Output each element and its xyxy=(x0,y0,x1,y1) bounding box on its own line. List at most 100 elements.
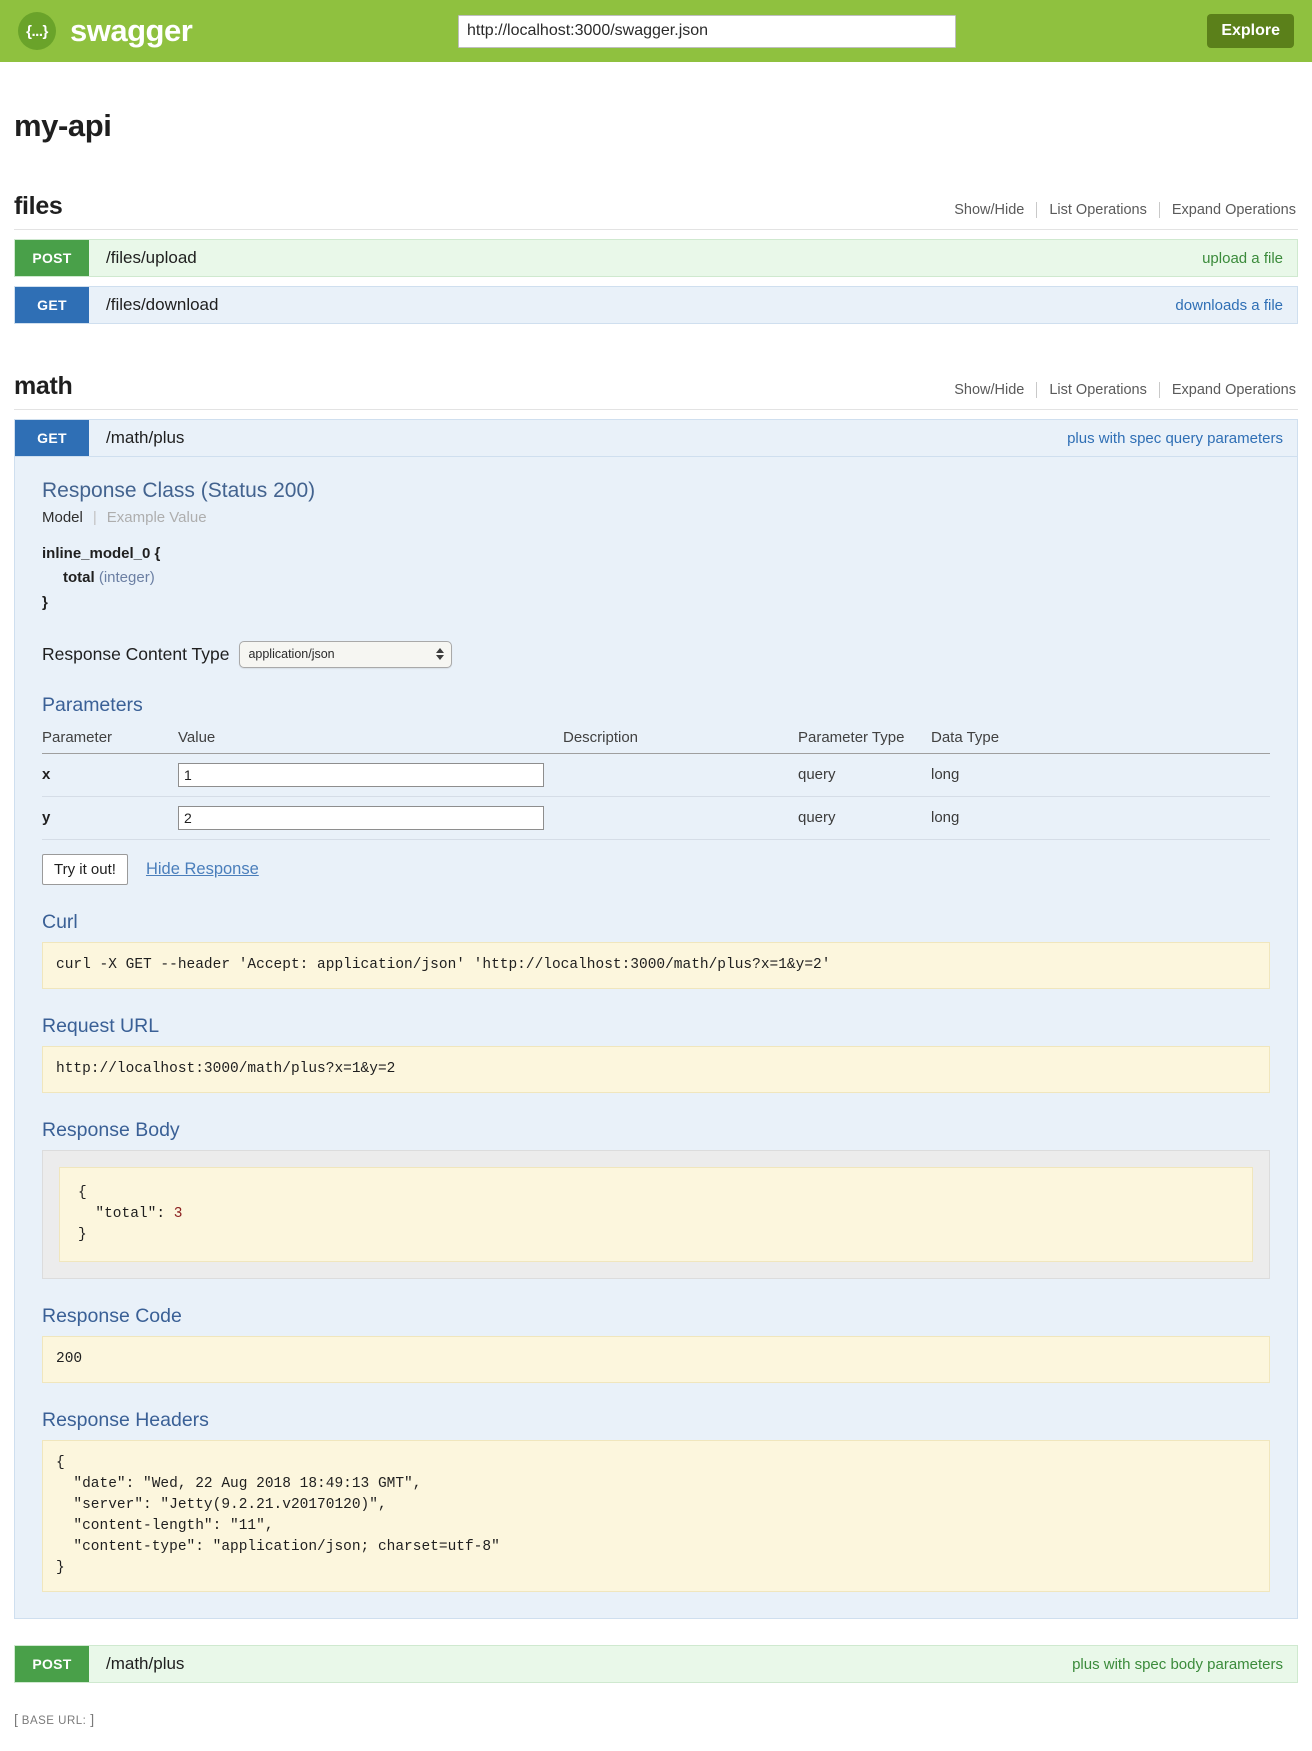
hide-response-link[interactable]: Hide Response xyxy=(145,859,259,878)
response-content-type-label: Response Content Type xyxy=(42,643,230,664)
table-row: x query long xyxy=(42,753,1270,797)
resource-options: Show/Hide List Operations Expand Operati… xyxy=(954,202,1298,218)
parameter-data-type: long xyxy=(931,753,1270,797)
curl-command-block: curl -X GET --header 'Accept: applicatio… xyxy=(42,941,1270,989)
column-header-value: Value xyxy=(178,724,563,754)
resource-options: Show/Hide List Operations Expand Operati… xyxy=(954,382,1298,398)
curl-title: Curl xyxy=(42,910,78,933)
parameter-input-y[interactable] xyxy=(178,805,544,830)
list-operations-link[interactable]: List Operations xyxy=(1037,202,1160,218)
operation-header[interactable]: GET /math/plus plus with spec query para… xyxy=(14,419,1298,457)
operation-header[interactable]: POST /math/plus plus with spec body para… xyxy=(14,1645,1298,1684)
top-bar: {...} swagger Explore xyxy=(0,0,1312,62)
show-hide-link[interactable]: Show/Hide xyxy=(954,202,1038,218)
model-tabs: Model | Example Value xyxy=(42,509,1270,526)
column-header-data-type: Data Type xyxy=(931,724,1270,754)
parameter-value-cell xyxy=(178,753,563,797)
operation-summary: plus with spec query parameters xyxy=(1067,429,1283,447)
method-badge: POST xyxy=(15,240,89,276)
response-body-title: Response Body xyxy=(42,1118,180,1141)
logo-text: swagger xyxy=(70,13,193,48)
spec-url-input[interactable] xyxy=(458,14,956,48)
model-property-type: (integer) xyxy=(98,569,155,587)
column-header-parameter-type: Parameter Type xyxy=(798,724,931,754)
model-open-brace: inline_model_0 { xyxy=(42,545,161,562)
resource-files: files Show/Hide List Operations Expand O… xyxy=(14,192,1298,324)
footer: [ BASE URL: ] xyxy=(14,1705,1298,1751)
swagger-logo[interactable]: {...} swagger xyxy=(18,12,448,50)
operation-details: Response Class (Status 200) Model | Exam… xyxy=(14,457,1298,1620)
parameter-name: y xyxy=(42,796,178,840)
page-title: my-api xyxy=(14,108,112,143)
request-url-block: http://localhost:3000/math/plus?x=1&y=2 xyxy=(42,1045,1270,1093)
table-row: y query long xyxy=(42,796,1270,840)
parameter-value-cell xyxy=(178,796,563,840)
response-body-container: { "total": 3 } xyxy=(42,1149,1270,1279)
response-code-block: 200 xyxy=(42,1335,1270,1383)
method-badge: GET xyxy=(15,287,89,323)
response-content-type-select[interactable]: application/json xyxy=(239,640,453,668)
response-body-block: { "total": 3 } xyxy=(59,1166,1253,1262)
method-badge: GET xyxy=(15,420,89,456)
operation-post-math-plus[interactable]: POST /math/plus plus with spec body para… xyxy=(14,1645,1298,1684)
model-property: total (integer) xyxy=(42,566,1270,590)
model-close-brace: } xyxy=(42,593,48,611)
resource-header: math Show/Hide List Operations Expand Op… xyxy=(14,372,1298,410)
operation-header[interactable]: POST /files/upload upload a file xyxy=(14,239,1298,277)
column-header-description: Description xyxy=(563,724,798,754)
parameter-type: query xyxy=(798,796,931,840)
parameter-input-x[interactable] xyxy=(178,762,544,787)
response-body-value: 3 xyxy=(173,1205,183,1222)
explore-button[interactable]: Explore xyxy=(1207,14,1294,48)
parameters-title: Parameters xyxy=(42,693,143,716)
stepper-arrows-icon xyxy=(436,648,445,661)
expand-operations-link[interactable]: Expand Operations xyxy=(1171,202,1296,218)
response-code-title: Response Code xyxy=(42,1304,182,1327)
response-body-open: { xyxy=(78,1184,87,1201)
operation-get-files-download[interactable]: GET /files/download downloads a file xyxy=(14,286,1298,324)
tab-example-value[interactable]: Example Value xyxy=(106,509,207,526)
table-header-row: Parameter Value Description Parameter Ty… xyxy=(42,724,1270,754)
response-class-title: Response Class (Status 200) xyxy=(42,479,316,502)
operation-path: /files/upload xyxy=(106,248,197,267)
parameter-description xyxy=(563,796,798,840)
show-hide-link[interactable]: Show/Hide xyxy=(954,382,1038,398)
parameter-description xyxy=(563,753,798,797)
expand-operations-link[interactable]: Expand Operations xyxy=(1171,382,1296,398)
footer-suffix: ] xyxy=(90,1711,95,1728)
resource-math: math Show/Hide List Operations Expand Op… xyxy=(14,372,1298,1684)
response-headers-block: { "date": "Wed, 22 Aug 2018 18:49:13 GMT… xyxy=(42,1439,1270,1593)
resource-name: math xyxy=(14,372,73,400)
tab-model[interactable]: Model xyxy=(42,509,83,526)
model-signature: inline_model_0 { total (integer) } xyxy=(42,542,1270,615)
base-url-label: BASE URL: xyxy=(21,1715,87,1728)
parameter-type: query xyxy=(798,753,931,797)
operation-get-math-plus[interactable]: GET /math/plus plus with spec query para… xyxy=(14,419,1298,1620)
operation-summary: upload a file xyxy=(1202,249,1283,267)
parameter-data-type: long xyxy=(931,796,1270,840)
operation-post-files-upload[interactable]: POST /files/upload upload a file xyxy=(14,239,1298,277)
submit-row: Try it out! Hide Response xyxy=(42,853,1270,885)
response-content-type-row: Response Content Type application/json xyxy=(42,640,1270,668)
response-headers-title: Response Headers xyxy=(42,1408,209,1431)
try-it-out-button[interactable]: Try it out! xyxy=(42,853,128,885)
parameters-table: Parameter Value Description Parameter Ty… xyxy=(42,724,1270,840)
column-header-parameter: Parameter xyxy=(42,724,178,754)
operation-path: /math/plus xyxy=(106,428,185,447)
response-body-close: } xyxy=(78,1226,87,1243)
operation-path: /math/plus xyxy=(106,1654,185,1674)
model-property-name: total xyxy=(63,569,95,587)
method-badge: POST xyxy=(15,1646,89,1683)
resource-name: files xyxy=(14,192,63,220)
tab-divider: | xyxy=(92,509,97,526)
operation-summary: downloads a file xyxy=(1175,296,1283,314)
braces-icon: {...} xyxy=(18,12,56,50)
response-body-key: "total": xyxy=(78,1205,174,1222)
operation-header[interactable]: GET /files/download downloads a file xyxy=(14,286,1298,324)
response-content-type-value: application/json xyxy=(248,647,335,662)
footer-prefix: [ xyxy=(14,1711,18,1728)
request-url-title: Request URL xyxy=(42,1014,160,1037)
operation-summary: plus with spec body parameters xyxy=(1072,1655,1283,1673)
operation-path: /files/download xyxy=(106,295,219,314)
list-operations-link[interactable]: List Operations xyxy=(1037,382,1160,398)
